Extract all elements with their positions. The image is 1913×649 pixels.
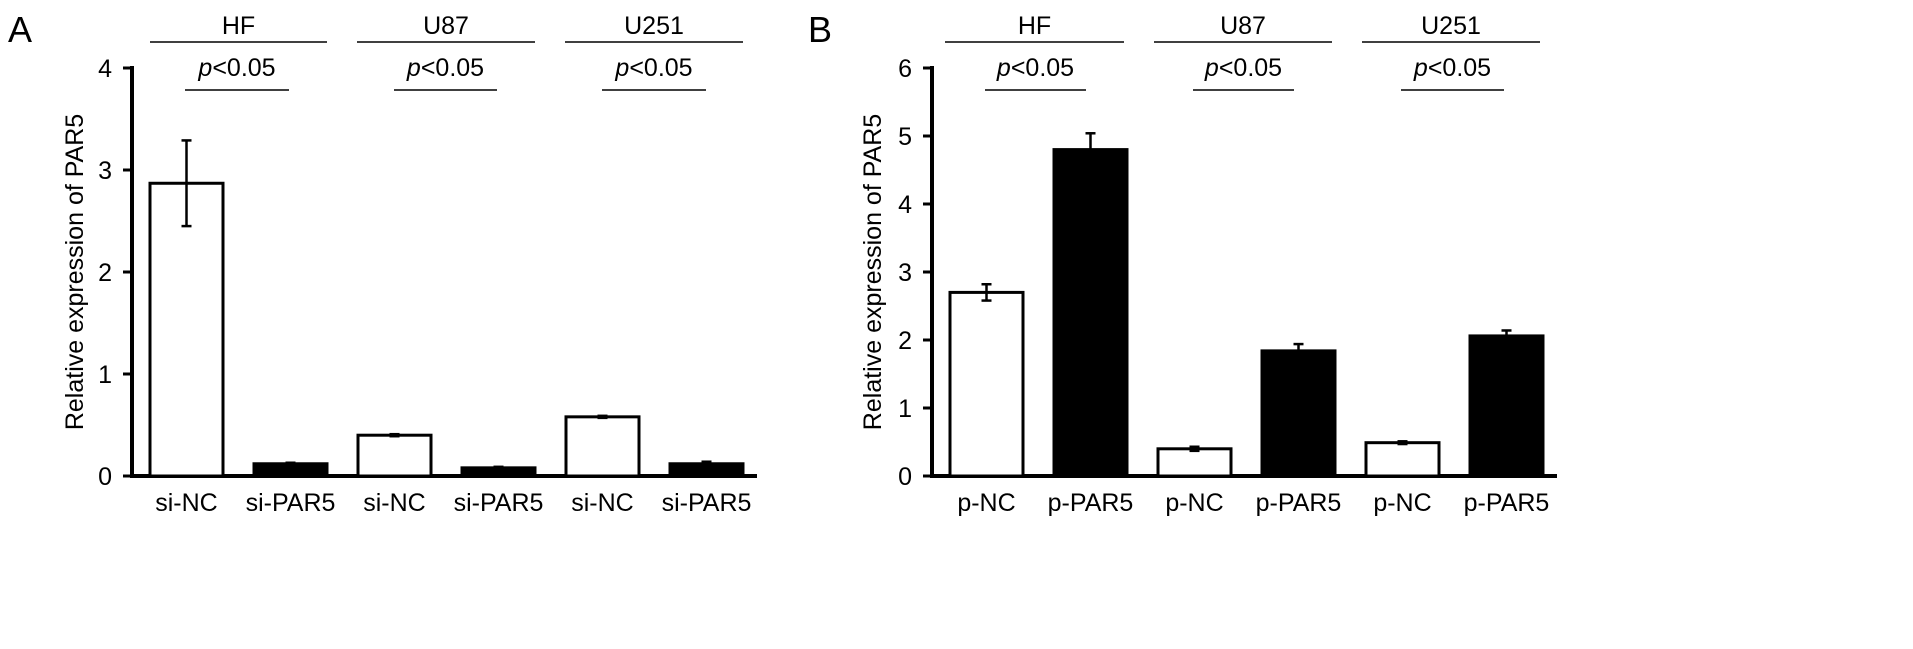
x-tick-label: p-PAR5 bbox=[1256, 489, 1342, 517]
bar bbox=[948, 290, 1025, 478]
y-tick-label: 4 bbox=[98, 55, 112, 83]
y-tick-label: 4 bbox=[898, 191, 912, 219]
y-tick-label: 3 bbox=[898, 259, 912, 287]
bar bbox=[356, 433, 433, 478]
x-tick-label: si-PAR5 bbox=[662, 489, 752, 517]
y-axis-label: Relative expression of PAR5 bbox=[61, 114, 89, 430]
bar bbox=[1468, 334, 1545, 478]
p-value-label: p<0.05 bbox=[996, 54, 1074, 82]
y-tick-label: 3 bbox=[98, 157, 112, 185]
y-tick-label: 5 bbox=[898, 123, 912, 151]
p-value-label: p<0.05 bbox=[1413, 54, 1491, 82]
panel-b: B 0 1 2 3 4 5 6 Relative expression of PAR5 p-NC p… bbox=[808, 9, 1557, 517]
y-axis-label: Relative expression of PAR5 bbox=[859, 114, 887, 430]
y-tick-label: 6 bbox=[898, 55, 912, 83]
panel-letter: B bbox=[808, 9, 832, 50]
x-tick-label: p-PAR5 bbox=[1048, 489, 1134, 517]
bar bbox=[564, 415, 641, 478]
panel-a: A 0 1 2 3 4 Relative expression of PAR5 si-NC si… bbox=[8, 9, 757, 517]
y-tick-label: 0 bbox=[898, 463, 912, 491]
y-tick-label: 2 bbox=[98, 259, 112, 287]
p-value-label: p<0.05 bbox=[1204, 54, 1282, 82]
x-tick-label: si-PAR5 bbox=[246, 489, 336, 517]
p-value-label: p<0.05 bbox=[406, 54, 484, 82]
x-tick-label: p-NC bbox=[1165, 489, 1223, 517]
y-tick-label: 1 bbox=[98, 361, 112, 389]
x-tick-label: si-NC bbox=[155, 489, 218, 517]
p-value-label: p<0.05 bbox=[614, 54, 692, 82]
bar bbox=[1052, 148, 1129, 478]
x-tick-label: p-PAR5 bbox=[1464, 489, 1550, 517]
p-value-label: p<0.05 bbox=[197, 54, 275, 82]
group-label: U251 bbox=[624, 12, 684, 40]
bar bbox=[148, 181, 225, 478]
x-tick-label: p-NC bbox=[957, 489, 1015, 517]
x-tick-label: si-NC bbox=[363, 489, 426, 517]
group-label: U251 bbox=[1421, 12, 1481, 40]
x-tick-label: si-NC bbox=[571, 489, 634, 517]
y-tick-label: 2 bbox=[898, 327, 912, 355]
group-label: U87 bbox=[423, 12, 469, 40]
panel-letter: A bbox=[8, 9, 32, 50]
y-tick-label: 1 bbox=[898, 395, 912, 423]
group-label: U87 bbox=[1220, 12, 1266, 40]
x-tick-label: p-NC bbox=[1373, 489, 1431, 517]
x-tick-label: si-PAR5 bbox=[454, 489, 544, 517]
group-label: HF bbox=[222, 12, 255, 40]
bar bbox=[1260, 349, 1337, 478]
bar bbox=[1156, 447, 1233, 478]
bar bbox=[1364, 441, 1441, 478]
group-label: HF bbox=[1018, 12, 1051, 40]
y-tick-label: 0 bbox=[98, 463, 112, 491]
